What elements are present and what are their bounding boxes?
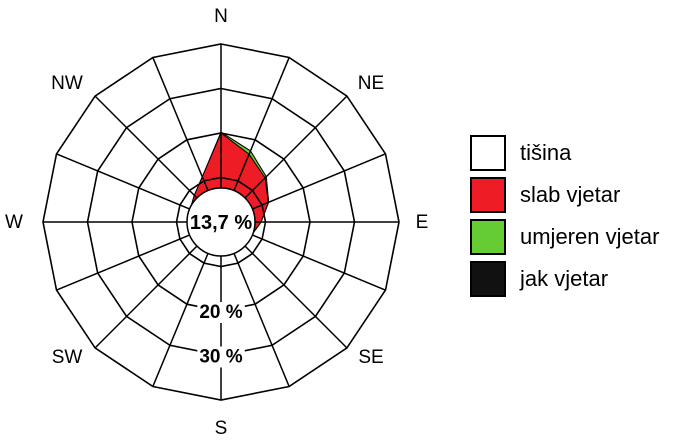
ring-label-bg bbox=[197, 346, 245, 368]
calm-circle bbox=[186, 187, 256, 257]
ring-label-1: 30 % bbox=[199, 347, 242, 368]
ring-label-bg bbox=[197, 302, 245, 323]
legend-label-light-wind: slab vjetar bbox=[520, 182, 621, 207]
compass-label-nw: NW bbox=[51, 73, 83, 94]
compass-label-ne: NE bbox=[358, 73, 384, 94]
grid-spoke-9 bbox=[152, 241, 214, 387]
legend-item-calm: tišina bbox=[470, 133, 659, 173]
legend-label-calm: tišina bbox=[520, 140, 572, 165]
compass-label-s: S bbox=[215, 418, 228, 439]
legend-item-light-wind: slab vjetar bbox=[470, 175, 659, 215]
grid-spoke-5 bbox=[240, 229, 386, 291]
legend-label-strong-wind: jak vjetar bbox=[520, 266, 609, 291]
grid-spoke-1 bbox=[228, 57, 290, 203]
compass-label-sw: SW bbox=[52, 347, 83, 368]
compass-label-e: E bbox=[416, 212, 429, 233]
ring-label-0: 20 % bbox=[199, 302, 242, 323]
legend-swatch-moderate-wind bbox=[470, 219, 506, 255]
grid-spoke-3 bbox=[240, 153, 386, 215]
wind-rose-chart: 13,7 % 20 % 30 % N NE E SE S SW W NW bbox=[5, 6, 429, 439]
compass-label-n: N bbox=[214, 6, 228, 27]
calm-label: 13,7 % bbox=[190, 212, 252, 234]
grid-spoke-10 bbox=[94, 236, 207, 349]
legend-label-moderate-wind: umjeren vjetar bbox=[520, 224, 660, 249]
grid-spoke-11 bbox=[56, 229, 202, 291]
grid-spoke-15 bbox=[152, 57, 214, 203]
grid-spoke-7 bbox=[228, 241, 290, 387]
compass-label-w: W bbox=[5, 212, 23, 233]
grid-spoke-13 bbox=[56, 153, 202, 215]
grid-spoke-6 bbox=[235, 236, 348, 349]
legend-swatch-calm bbox=[470, 135, 506, 171]
compass-label-se: SE bbox=[358, 347, 383, 368]
grid-spoke-14 bbox=[94, 95, 207, 208]
legend-swatch-light-wind bbox=[470, 177, 506, 213]
grid-spoke-2 bbox=[235, 95, 348, 208]
legend-item-moderate-wind: umjeren vjetar bbox=[470, 217, 659, 257]
legend-swatch-strong-wind bbox=[470, 261, 506, 297]
legend: tišina slab vjetar umjeren vjetar jak vj… bbox=[470, 133, 659, 301]
legend-item-strong-wind: jak vjetar bbox=[470, 259, 659, 299]
